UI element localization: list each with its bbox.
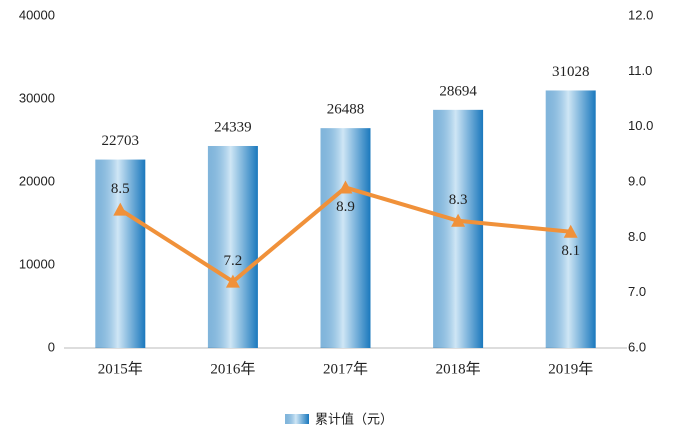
bar-value-label: 28694 <box>439 83 477 99</box>
line-marker <box>225 274 240 288</box>
y2-tick-label: 12.0 <box>628 7 653 22</box>
x-tick-label: 2015年 <box>98 360 143 377</box>
line-value-label: 8.3 <box>449 192 468 208</box>
line-marker <box>563 224 578 238</box>
bar <box>433 109 484 348</box>
line-value-label: 8.1 <box>561 243 580 259</box>
y-tick-label: 40000 <box>19 7 55 22</box>
bar <box>545 90 596 349</box>
y2-tick-label: 8.0 <box>628 229 646 244</box>
y2-tick-label: 7.0 <box>628 284 646 299</box>
x-tick-label: 2017年 <box>323 360 368 377</box>
bar-value-label: 22703 <box>102 133 140 149</box>
y-tick-label: 30000 <box>19 90 55 105</box>
x-tick-label: 2018年 <box>436 360 481 377</box>
y2-tick-label: 10.0 <box>628 118 653 133</box>
legend-swatch <box>285 414 309 424</box>
legend-label: 累计值（元） <box>315 411 393 426</box>
x-tick-label: 2019年 <box>548 360 593 377</box>
line-marker <box>113 202 128 216</box>
bar-value-label: 24339 <box>214 119 252 135</box>
bar-value-label: 26488 <box>327 102 365 118</box>
line-value-label: 8.9 <box>336 199 355 215</box>
y-tick-label: 10000 <box>19 256 55 271</box>
y2-tick-label: 6.0 <box>628 339 646 354</box>
bar <box>95 159 146 348</box>
line-value-label: 7.2 <box>224 253 243 269</box>
line-marker <box>451 213 466 227</box>
bar <box>207 145 258 348</box>
line-value-label: 8.5 <box>111 181 130 197</box>
line-marker <box>338 180 353 194</box>
y2-tick-label: 9.0 <box>628 173 646 188</box>
y-tick-label: 0 <box>48 339 55 354</box>
x-tick-label: 2016年 <box>210 360 255 377</box>
bar <box>320 128 371 348</box>
bar-value-label: 31028 <box>552 64 590 80</box>
y-tick-label: 20000 <box>19 173 55 188</box>
y2-tick-label: 11.0 <box>628 63 652 78</box>
